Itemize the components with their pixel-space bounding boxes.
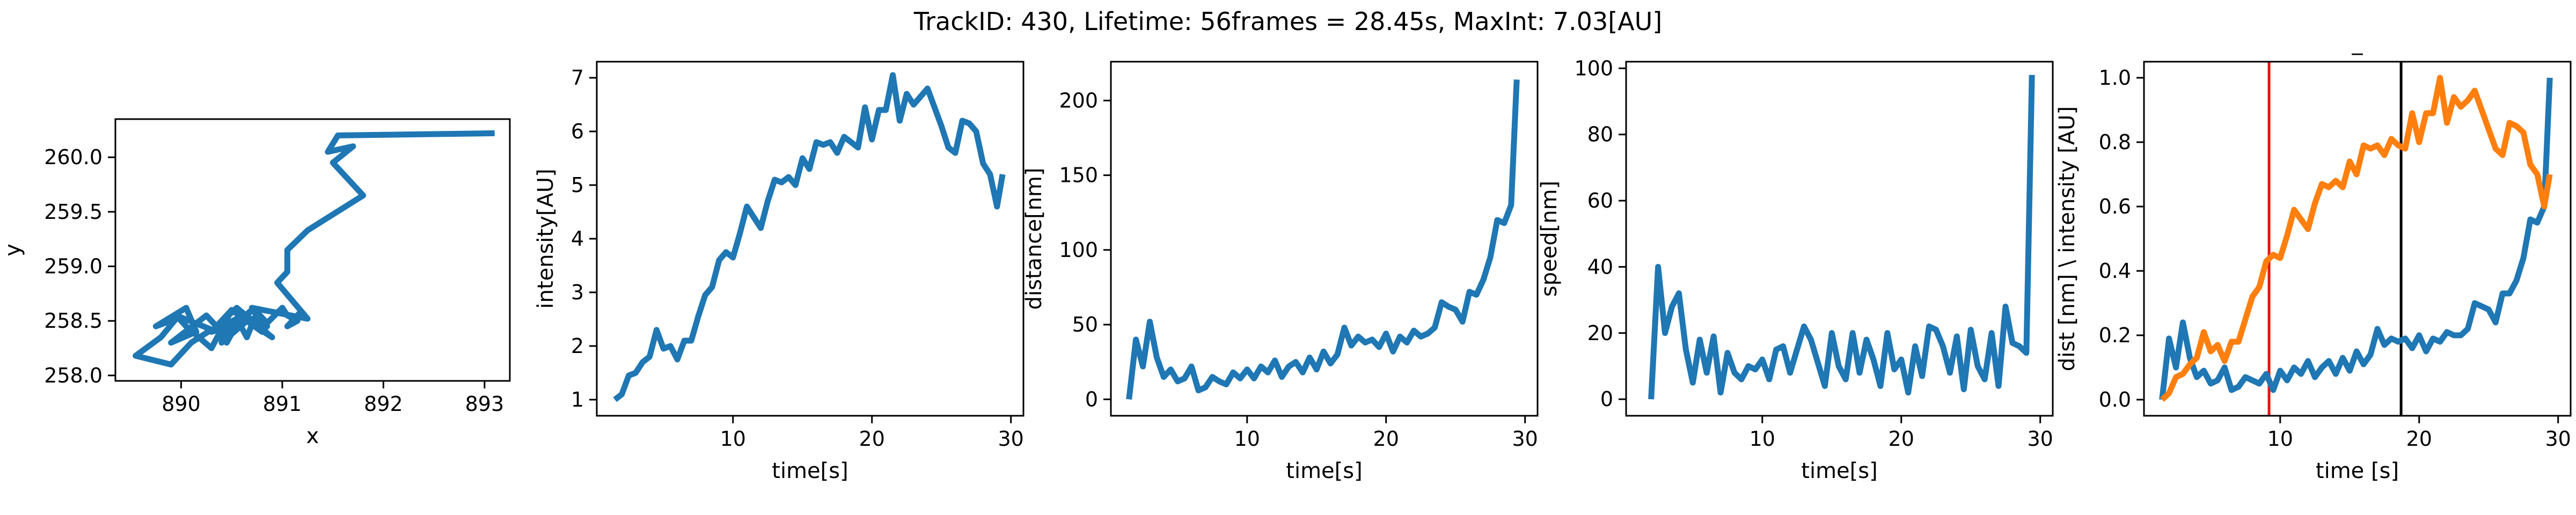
normalized-ytick-label-2: 0.4 xyxy=(2099,259,2131,283)
intensity-xtick-label-2: 30 xyxy=(998,427,1024,451)
normalized-xlabel: time [s] xyxy=(2316,459,2399,483)
distance-ytick-label-4: 200 xyxy=(1059,89,1098,112)
intensity-series-line-0 xyxy=(613,72,1006,402)
trajectory-xlabel: x xyxy=(306,424,319,448)
distance-ytick-label-1: 50 xyxy=(1072,313,1098,336)
speed-ytick-label-0: 0 xyxy=(1600,387,1613,411)
speed-xtick-label-0: 10 xyxy=(1750,427,1775,451)
intensity-ytick-label-6: 7 xyxy=(571,66,584,90)
trajectory-ytick-label-3: 259.5 xyxy=(44,200,103,224)
intensity-ytick-label-3: 4 xyxy=(571,227,584,251)
trajectory-ytick-label-0: 258.0 xyxy=(44,364,103,387)
speed-ylabel: speed[nm] xyxy=(1537,181,1562,297)
normalized-series-line-0 xyxy=(2159,77,2553,400)
distance-axes-frame xyxy=(1110,61,1539,417)
intensity-xtick-label-0: 10 xyxy=(720,427,746,451)
normalized-ytick-label-3: 0.6 xyxy=(2099,195,2131,218)
speed-ytick-label-2: 40 xyxy=(1587,255,1613,278)
figure-suptitle: TrackID: 430, Lifetime: 56frames = 28.45… xyxy=(913,7,1663,36)
distance-xtick-label-0: 10 xyxy=(1234,427,1260,451)
normalized-xtick-label-2: 30 xyxy=(2545,427,2571,451)
distance-ytick-label-0: 0 xyxy=(1085,387,1098,411)
speed-xtick-label-2: 30 xyxy=(2028,427,2053,451)
trajectory-xtick-label-3: 893 xyxy=(465,392,504,416)
intensity-xtick-label-1: 20 xyxy=(859,427,885,451)
normalized-axes-frame xyxy=(2143,61,2572,417)
trajectory-series-line-0 xyxy=(133,130,495,367)
intensity-axes-frame xyxy=(596,61,1024,417)
speed-ytick-label-3: 60 xyxy=(1587,189,1613,212)
distance-xtick-label-2: 30 xyxy=(1512,427,1538,451)
distance-xtick-label-1: 20 xyxy=(1373,427,1399,451)
intensity-ylabel: intensity[AU] xyxy=(533,168,558,308)
normalized-series-line-1 xyxy=(2160,75,2553,402)
intensity-ytick-label-2: 3 xyxy=(571,281,584,304)
speed-series-line-0 xyxy=(1648,75,2035,400)
speed-ytick-label-4: 80 xyxy=(1587,123,1613,146)
intensity-ytick-label-4: 5 xyxy=(571,173,584,197)
trajectory-xtick-label-1: 891 xyxy=(263,392,302,416)
normalized-ytick-label-5: 1.0 xyxy=(2099,66,2131,90)
normalized-xtick-label-0: 10 xyxy=(2267,427,2293,451)
intensity-ytick-label-1: 2 xyxy=(571,334,584,358)
trajectory-xtick-label-2: 892 xyxy=(364,392,403,416)
normalized-ytick-label-0: 0.0 xyxy=(2099,388,2131,411)
speed-axes-frame xyxy=(1625,61,2054,417)
normalized-ytick-label-4: 0.8 xyxy=(2099,130,2131,154)
trajectory-axes-frame xyxy=(114,118,511,382)
intensity-ytick-label-5: 6 xyxy=(571,120,584,143)
normalized-xtick-label-1: 20 xyxy=(2406,427,2432,451)
panel-speed: 10 20 30 0 20 40 60 80 100 time[s] speed[nm] xyxy=(1537,56,2054,483)
normalized-ylabel: dist [nm] \ intensity [AU] xyxy=(2055,106,2080,371)
speed-xtick-label-1: 20 xyxy=(1889,427,1914,451)
trajectory-ytick-label-4: 260.0 xyxy=(44,145,103,169)
speed-ytick-label-1: 20 xyxy=(1587,321,1613,345)
normalized-ytick-label-1: 0.2 xyxy=(2099,323,2131,347)
panel-normalized: 10 20 30 0.0 0.2 0.4 0.6 0.8 1.0 time [s] dist [nm… xyxy=(2055,31,2572,483)
intensity-xlabel: time[s] xyxy=(772,459,848,483)
normalized-title: _ xyxy=(2352,31,2363,55)
trajectory-xtick-label-0: 890 xyxy=(162,392,201,416)
trajectory-ytick-label-2: 259.0 xyxy=(44,255,103,278)
distance-ylabel: distance[nm] xyxy=(1022,167,1046,310)
speed-xlabel: time[s] xyxy=(1801,459,1877,483)
panel-distance: 10 20 30 0 50 100 150 200 time[s] distance[nm] xyxy=(1022,61,1539,483)
trajectory-ylabel: y xyxy=(1,244,25,256)
speed-ytick-label-5: 100 xyxy=(1574,56,1613,80)
panel-trajectory: 890 891 892 893 258.0 258.5 259.0 259.5 260.0 x y xyxy=(1,118,511,448)
trajectory-ytick-label-1: 258.5 xyxy=(44,309,103,333)
panel-intensity: 10 20 30 1 2 3 4 5 6 7 time[s] intensity[AU] xyxy=(533,61,1024,483)
distance-xlabel: time[s] xyxy=(1286,459,1362,483)
distance-ytick-label-3: 150 xyxy=(1059,164,1098,187)
distance-series-line-0 xyxy=(1126,79,1520,400)
intensity-ytick-label-0: 1 xyxy=(571,388,584,411)
distance-ytick-label-2: 100 xyxy=(1059,238,1098,262)
